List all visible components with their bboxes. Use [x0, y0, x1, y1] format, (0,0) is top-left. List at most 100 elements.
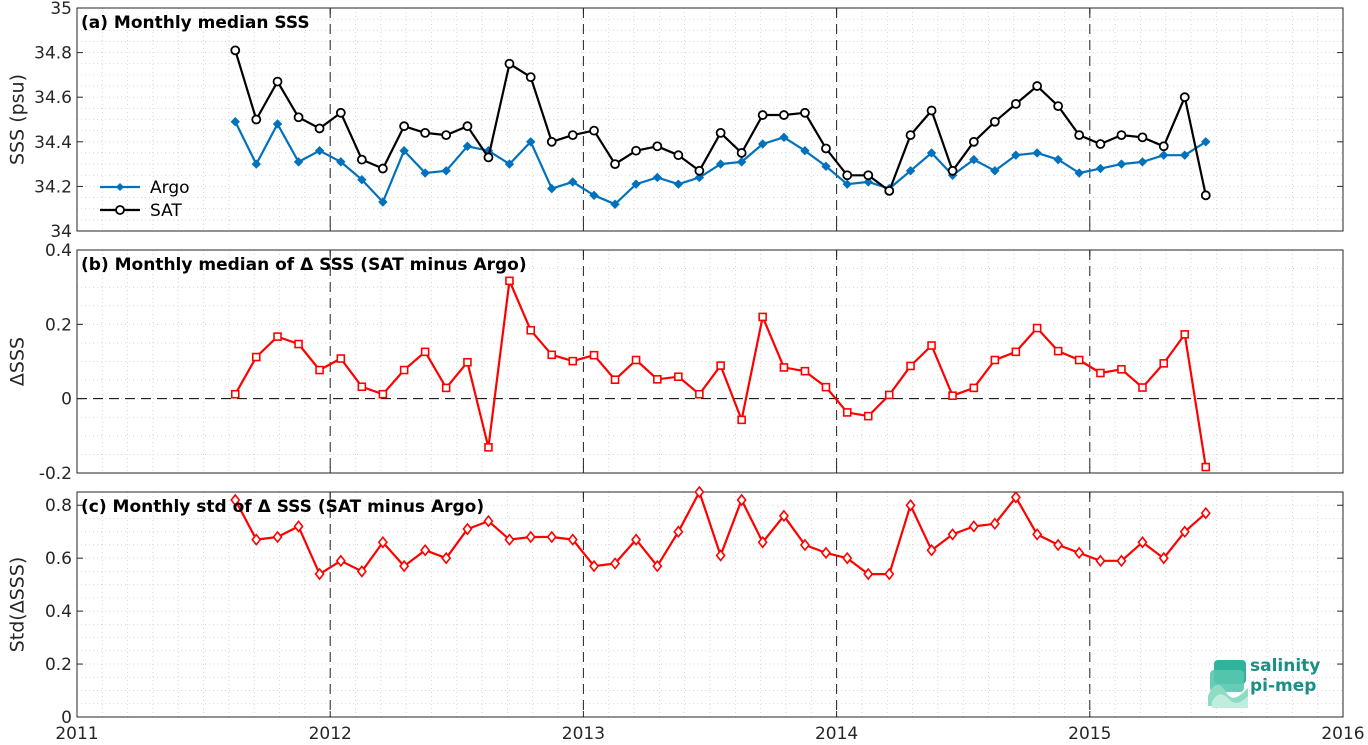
data-point	[926, 105, 937, 116]
x-tick-label: 2016	[1321, 724, 1364, 744]
data-point	[694, 485, 705, 499]
data-point	[926, 543, 937, 557]
data-point	[927, 341, 936, 350]
data-point	[653, 375, 662, 384]
data-point	[1158, 141, 1169, 152]
data-point	[610, 375, 620, 385]
data-point	[1032, 323, 1042, 333]
series-delta	[230, 276, 1211, 472]
legend: Argo SAT	[100, 178, 190, 221]
legend-marker	[115, 205, 125, 215]
data-point	[695, 389, 704, 399]
data-point	[399, 365, 409, 375]
data-point	[715, 549, 726, 562]
data-point	[1074, 355, 1084, 365]
data-point	[273, 332, 282, 341]
data-point	[715, 159, 726, 169]
data-point	[526, 325, 536, 335]
data-point	[504, 533, 515, 546]
data-point	[947, 528, 958, 541]
wave-logo-icon	[1208, 660, 1248, 708]
data-point	[483, 152, 494, 163]
data-point	[1201, 462, 1211, 472]
y-tick-label: 0.8	[45, 496, 72, 516]
data-point	[758, 312, 767, 322]
data-point	[1137, 536, 1148, 549]
data-point	[884, 390, 894, 400]
data-point	[1137, 157, 1148, 167]
data-point	[969, 383, 979, 393]
data-point	[905, 130, 916, 141]
data-point	[968, 520, 979, 533]
data-point	[778, 509, 789, 523]
data-point	[969, 154, 979, 165]
data-point	[1011, 347, 1021, 357]
data-point	[736, 148, 747, 158]
y-tick-label: 0.4	[45, 241, 72, 261]
data-point	[1200, 506, 1211, 520]
data-point	[462, 141, 473, 151]
data-point	[272, 119, 283, 129]
y-tick-label: -0.2	[39, 464, 72, 484]
data-point	[821, 143, 831, 154]
data-point	[335, 107, 346, 118]
data-point	[293, 157, 304, 167]
data-point	[251, 114, 262, 125]
data-point	[1074, 168, 1084, 178]
data-point	[378, 197, 388, 207]
data-point	[567, 130, 578, 141]
data-point	[757, 139, 768, 149]
data-point	[1137, 132, 1148, 143]
series-delta	[230, 485, 1211, 581]
data-point	[863, 170, 874, 181]
data-point	[905, 498, 916, 512]
data-point	[547, 183, 557, 194]
y-tick-label: 34.4	[34, 133, 72, 153]
data-point	[1010, 98, 1021, 109]
panel-b: -0.2 0 0.2 0.4 ΔSSS (b) Monthly median of Δ S…	[7, 241, 1344, 484]
data-point	[1095, 554, 1106, 568]
data-point	[315, 365, 324, 375]
data-point	[716, 361, 725, 370]
y-tick-label: 0.2	[45, 655, 72, 675]
y-tick-label: 35	[50, 0, 72, 19]
data-point	[652, 172, 663, 183]
data-point	[1011, 150, 1021, 160]
x-tick-label: 2015	[1068, 724, 1111, 744]
data-point	[926, 148, 937, 158]
x-tick-label: 2011	[55, 724, 98, 744]
data-point	[356, 565, 367, 578]
data-point	[377, 163, 388, 174]
y-tick-label: 0	[61, 390, 72, 410]
data-point	[948, 391, 957, 400]
data-point	[631, 179, 641, 189]
data-point	[990, 166, 1000, 176]
data-point	[652, 559, 663, 573]
axes-box	[76, 491, 1344, 718]
y-tick-label: 34.6	[34, 88, 72, 108]
data-point	[230, 117, 240, 127]
data-point	[377, 536, 388, 549]
data-point	[251, 352, 261, 362]
y-tick-label: 0.4	[45, 602, 72, 622]
data-point	[589, 559, 600, 573]
data-point	[272, 76, 283, 87]
data-point	[737, 415, 746, 425]
data-point	[1138, 383, 1147, 392]
y-tick-label: 34.8	[34, 44, 72, 64]
data-point	[230, 389, 240, 399]
data-point	[1159, 150, 1169, 160]
data-point	[1159, 359, 1169, 368]
data-point	[610, 199, 620, 209]
data-point	[779, 110, 789, 120]
panel-title: (a) Monthly median SSS	[81, 13, 310, 33]
data-point	[1180, 330, 1190, 339]
data-point	[525, 72, 536, 83]
data-point	[1010, 491, 1021, 504]
y-tick-label: 34	[50, 222, 72, 242]
data-point	[441, 383, 451, 393]
data-point	[336, 157, 346, 167]
data-point	[1053, 154, 1063, 165]
data-point	[989, 517, 1000, 531]
